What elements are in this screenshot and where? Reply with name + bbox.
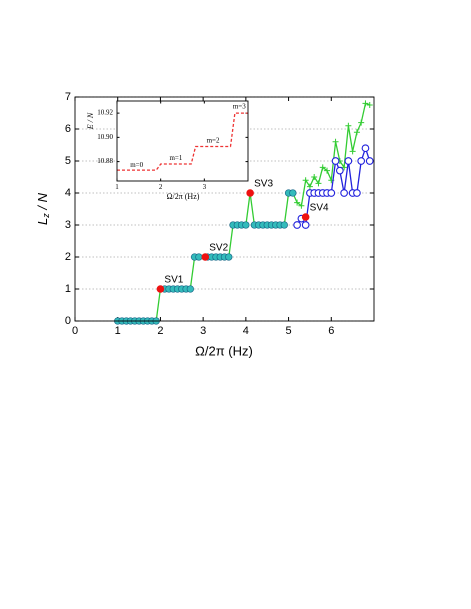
x-tick-label: 0	[72, 325, 78, 337]
marker	[332, 138, 339, 145]
y-axis-label: Lz / N	[35, 192, 51, 225]
x-tick-label: 3	[203, 183, 207, 191]
y-axis-label-part: / N	[35, 192, 50, 213]
marker	[246, 189, 254, 197]
x-tick-label: 2	[159, 183, 163, 191]
x-tick-label: 6	[328, 325, 334, 337]
x-tick-label: 3	[200, 325, 206, 337]
marker	[298, 202, 305, 209]
annotation: m=3	[233, 103, 246, 111]
marker	[225, 253, 233, 261]
marker	[358, 119, 365, 126]
y-tick-label: 10.90	[97, 133, 113, 141]
marker	[201, 253, 210, 261]
x-tick-label: 5	[286, 325, 292, 337]
marker	[340, 189, 348, 197]
marker	[353, 189, 361, 197]
marker	[362, 100, 369, 107]
y-tick-label: 3	[65, 219, 71, 231]
marker	[186, 285, 194, 293]
marker	[324, 167, 331, 174]
point-label: SV3	[254, 179, 273, 190]
marker	[315, 180, 322, 187]
marker	[289, 189, 297, 197]
marker	[195, 253, 203, 261]
marker	[353, 129, 360, 136]
y-axis-label: E / N	[86, 112, 95, 130]
marker	[335, 166, 344, 175]
x-tick-label: 1	[115, 325, 121, 337]
annotation: m=1	[169, 154, 182, 162]
marker	[293, 221, 301, 229]
x-tick-label: 1	[115, 183, 119, 191]
plot-area	[117, 101, 248, 181]
x-axis-label: Ω/2π (Hz)	[167, 192, 200, 201]
y-tick-label: 1	[65, 283, 71, 295]
marker	[302, 177, 309, 184]
point-label: SV1	[164, 275, 183, 286]
marker	[357, 157, 366, 165]
series-line	[117, 112, 248, 171]
marker	[365, 157, 374, 165]
series-line	[296, 146, 371, 227]
marker	[344, 157, 353, 165]
marker	[327, 189, 336, 197]
marker	[345, 122, 352, 129]
plot-frame	[116, 100, 249, 182]
y-tick-label: 6	[65, 123, 71, 135]
marker	[366, 102, 373, 108]
x-tick-label: 2	[157, 325, 163, 337]
y-axis-label-part: L	[35, 218, 50, 225]
marker	[361, 144, 370, 153]
annotation: m=0	[130, 161, 143, 169]
y-tick-label: 0	[65, 315, 71, 327]
point-label: SV4	[310, 203, 329, 214]
x-tick-label: 4	[243, 325, 249, 337]
inset-chart: 10.88 10.90 10.92 1 2 3 m=0 m=1 m=2 m=3 Ω/2π (Hz) E…	[86, 100, 249, 201]
marker	[280, 221, 288, 229]
marker	[349, 148, 356, 155]
y-tick-label: 2	[65, 251, 71, 263]
marker	[311, 174, 318, 180]
marker	[301, 221, 310, 229]
y-tick-label: 10.92	[97, 109, 113, 117]
marker	[156, 285, 165, 293]
annotation: m=2	[207, 137, 220, 145]
y-axis-label-part: z	[41, 213, 51, 219]
plot-frame	[74, 96, 375, 322]
marker	[242, 221, 250, 229]
x-axis-label: Ω/2π (Hz)	[195, 343, 253, 358]
marker	[294, 199, 301, 206]
marker	[301, 213, 310, 221]
y-tick-label: 7	[65, 91, 71, 103]
marker	[331, 157, 340, 165]
marker	[306, 183, 313, 190]
y-tick-label: 10.88	[97, 157, 113, 165]
point-label: SV2	[209, 243, 228, 254]
y-tick-label: 5	[65, 155, 71, 167]
marker	[319, 164, 326, 171]
y-tick-label: 4	[65, 187, 71, 199]
marker	[341, 164, 348, 171]
